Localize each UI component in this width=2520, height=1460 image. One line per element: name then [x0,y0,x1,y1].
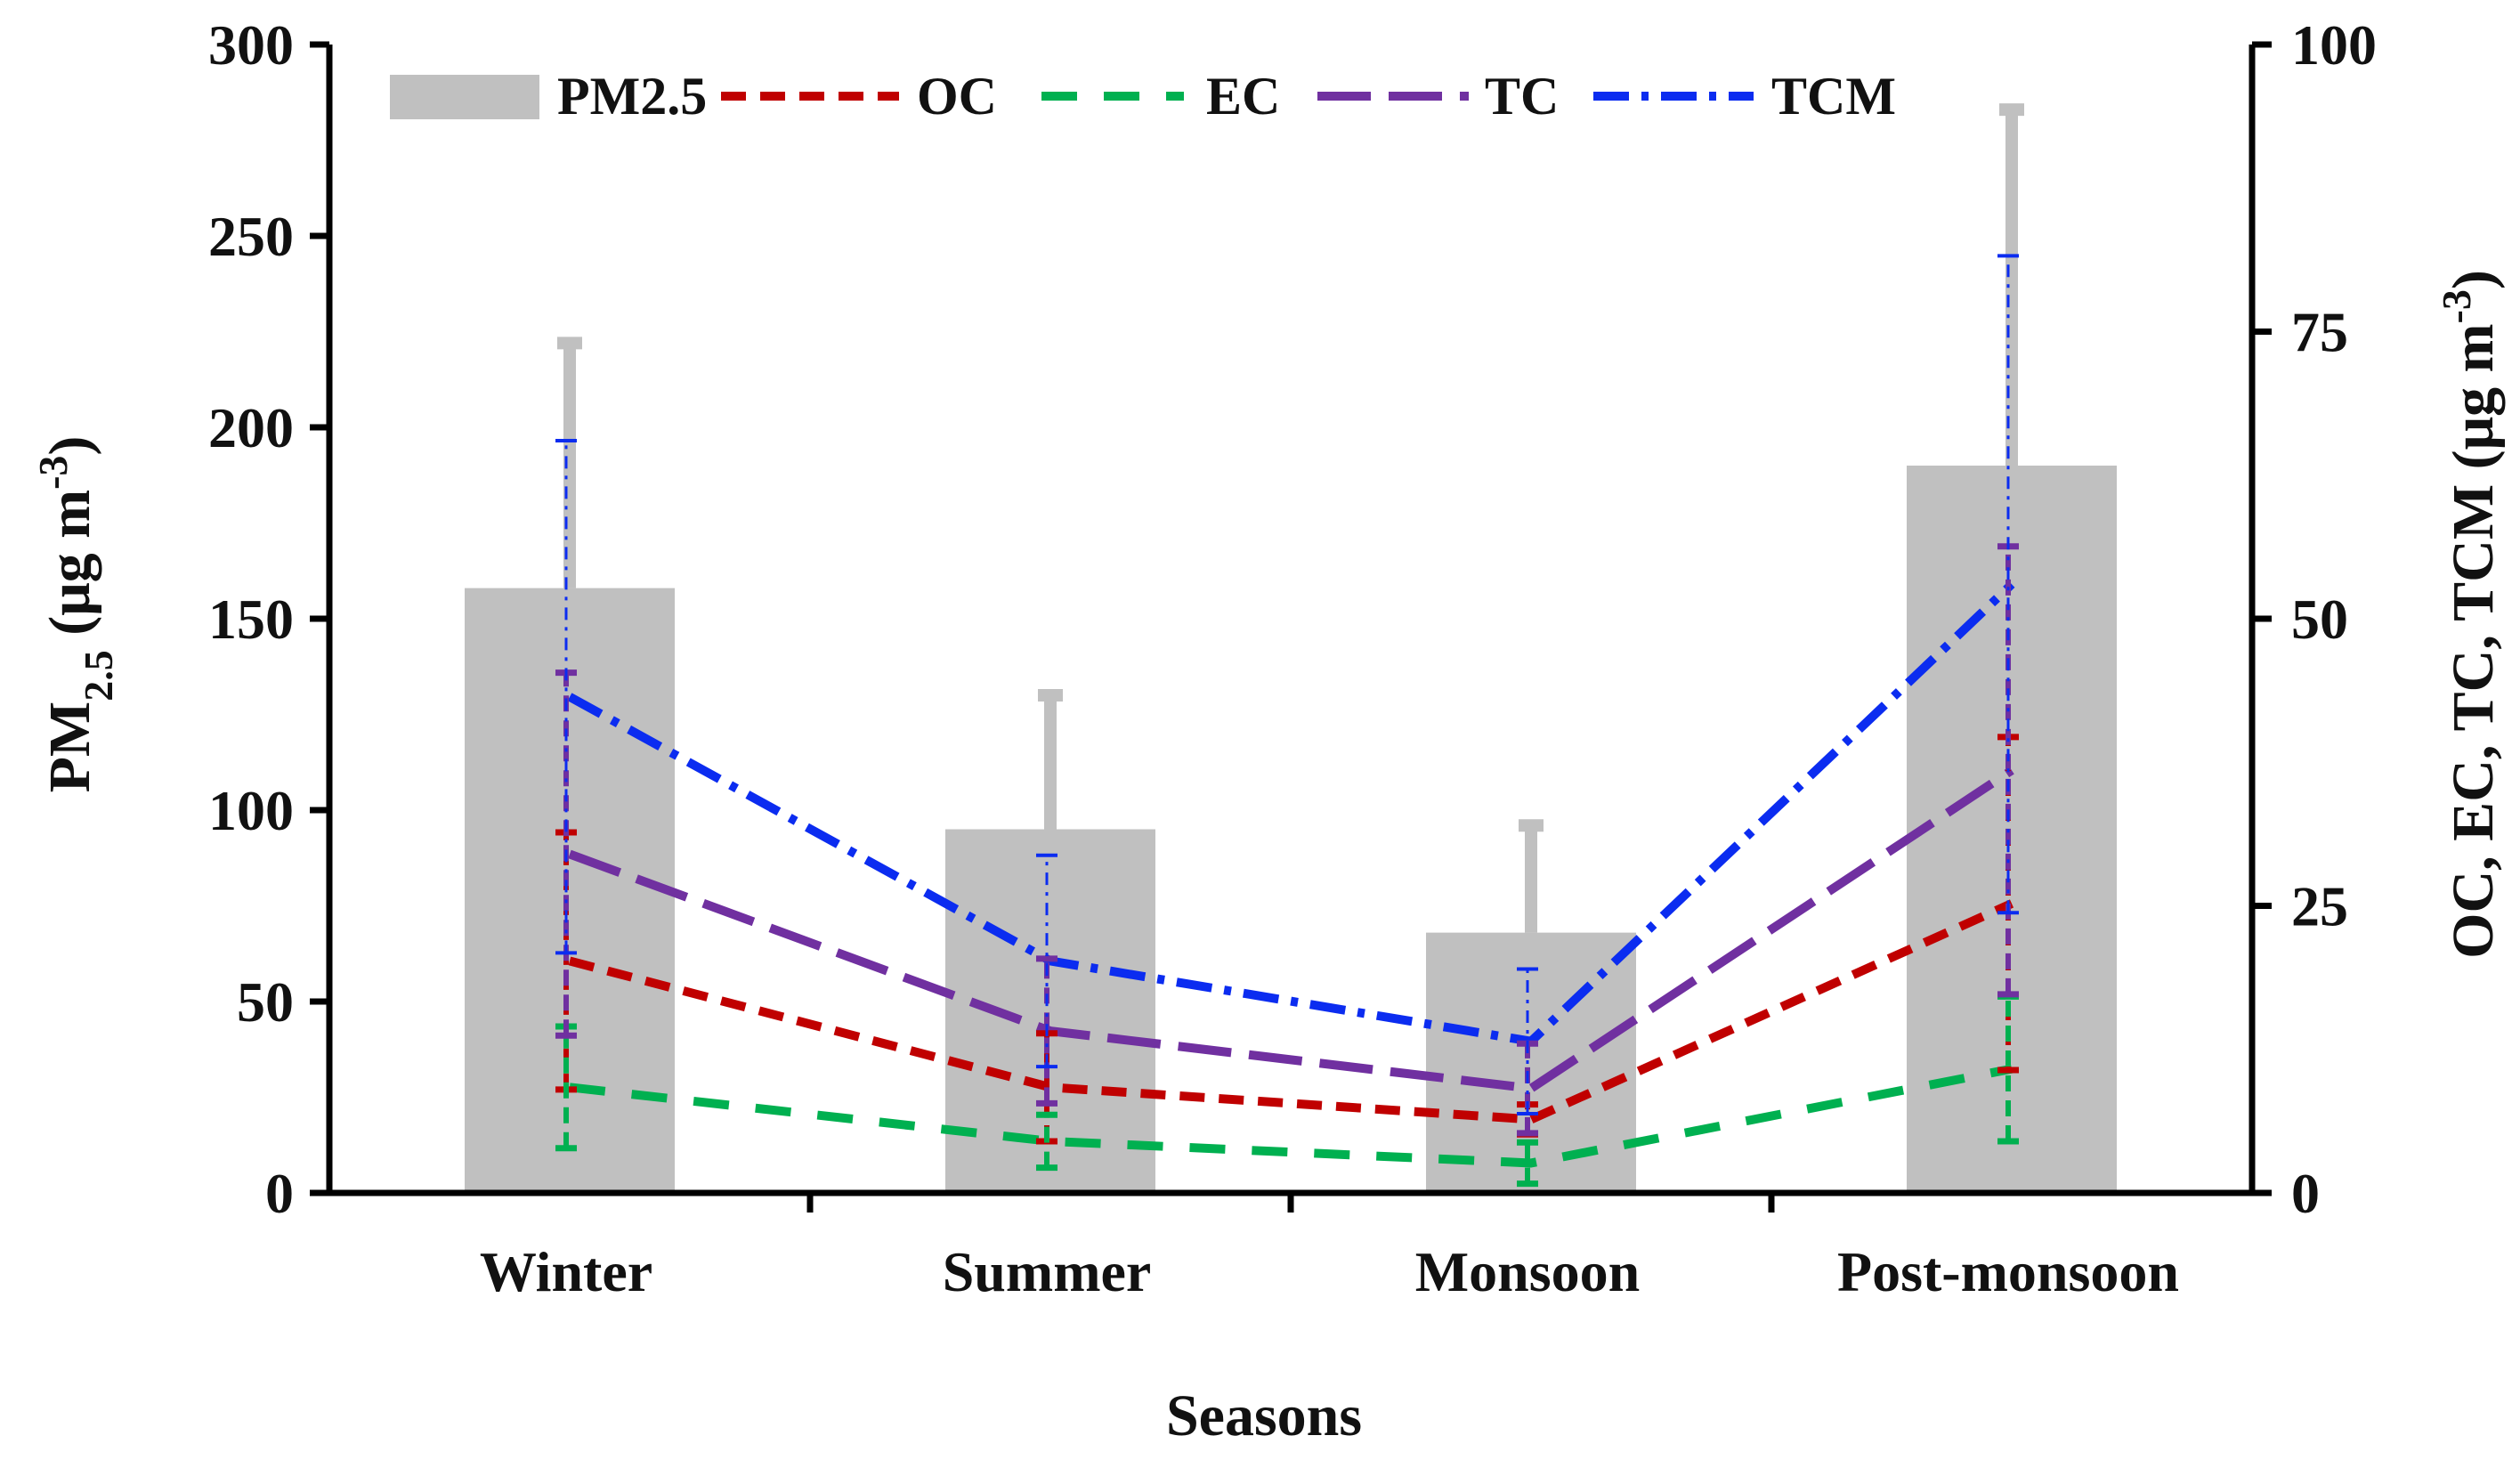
x-tick-label-summer: Summer [943,1240,1152,1303]
right-axis-title-sup: -3 [2434,289,2479,323]
left-axis-title-sub: 2.5 [76,650,121,702]
legend-swatch-pm25 [390,75,539,119]
left-tick-label-100: 100 [208,779,294,842]
left-axis-title: PM2.5 (μg m-3) [30,436,121,793]
series-line-ec [569,1064,2013,1168]
legend-label-pm25: PM2.5 [557,67,707,126]
left-tick-label-150: 150 [208,588,294,651]
left-axis-title-sup: -3 [30,456,76,490]
right-tick-label-75: 75 [2291,301,2348,364]
bar-pm25-winter [465,588,675,1193]
right-tick-label-50: 50 [2291,588,2348,651]
x-tick-label-post-monsoon: Post-monsoon [1837,1240,2179,1303]
x-axis-ticks: Winter Summer Monsoon Post-monsoon [480,1193,2179,1303]
series-line-tcm [567,580,2015,1046]
series-lines [567,580,2015,1168]
right-axis-title: OC, EC, TC, TCM (μg m-3) [2434,270,2507,959]
right-tick-label-0: 0 [2291,1162,2320,1225]
left-tick-label-50: 50 [237,970,294,1034]
right-tick-label-100: 100 [2291,13,2377,77]
bars-layer [465,466,2117,1193]
series-line-oc [568,899,2014,1124]
right-axis-ticks: 0 25 50 75 100 [2252,13,2377,1225]
left-tick-label-250: 250 [208,205,294,268]
bar-pm25-summer [945,829,1155,1193]
legend-label-ec: EC [1206,67,1280,126]
left-axis-title-unit: (μg m [37,490,102,650]
legend-label-tc: TC [1485,67,1559,126]
right-tick-label-25: 25 [2291,875,2348,938]
left-axis-title-base: PM [37,702,102,793]
x-tick-label-winter: Winter [480,1240,652,1303]
right-axis-title-close: ) [2441,270,2506,289]
legend-label-oc: OC [917,67,997,126]
left-tick-label-200: 200 [208,396,294,459]
bar-error-bars [557,103,2024,933]
left-axis-title-close: ) [37,436,102,456]
right-axis-title-text: OC, EC, TC, TCM (μg m [2441,323,2506,958]
series-error-bars [555,254,2019,1188]
x-axis-title: Seasons [1166,1383,1362,1448]
left-axis-ticks: 0 50 100 150 200 250 300 [208,13,329,1225]
series-line-tc [568,766,2014,1093]
left-tick-label-300: 300 [208,13,294,77]
legend: PM2.5 OC EC TC TCM [390,67,1896,126]
legend-label-tcm: TCM [1771,67,1896,126]
x-tick-label-monsoon: Monsoon [1415,1240,1641,1303]
left-tick-label-0: 0 [265,1162,294,1225]
